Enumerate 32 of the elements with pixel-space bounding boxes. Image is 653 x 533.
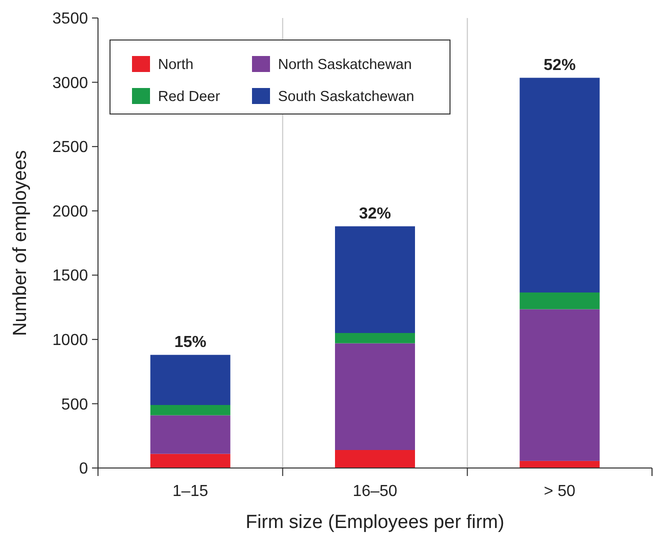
y-tick-label: 1000 xyxy=(52,332,88,350)
y-tick-label: 3000 xyxy=(52,74,88,92)
legend-label: South Saskatchewan xyxy=(278,89,414,106)
y-tick-label: 2000 xyxy=(52,203,88,220)
bar xyxy=(150,405,230,416)
y-tick-label: 3500 xyxy=(52,10,88,28)
x-axis-title: Firm size (Employees per firm) xyxy=(246,512,504,533)
y-tick-label: 1500 xyxy=(52,268,88,285)
bar xyxy=(150,415,230,454)
y-tick-label: 0 xyxy=(79,460,88,478)
legend-label: North xyxy=(158,57,194,74)
y-tick-label: 500 xyxy=(61,396,88,414)
x-tick-label: 1–15 xyxy=(172,483,208,500)
x-tick-label: 16–50 xyxy=(352,483,398,500)
annotation: 52% xyxy=(544,56,576,74)
bar xyxy=(150,454,230,468)
annotation: 32% xyxy=(358,205,392,222)
bar xyxy=(335,226,415,333)
annotation: 15% xyxy=(174,334,206,351)
bar xyxy=(520,309,600,461)
bar xyxy=(520,78,600,292)
x-tick-label: > 50 xyxy=(544,483,576,500)
bar xyxy=(520,292,600,310)
bar xyxy=(335,343,415,450)
y-axis-title: Number of employees xyxy=(10,150,31,336)
y-tick-label: 2500 xyxy=(52,139,88,156)
bar xyxy=(520,460,600,468)
bar xyxy=(335,450,415,468)
bar xyxy=(150,354,230,405)
legend-label: Red Deer xyxy=(158,89,220,106)
legend-label: North Saskatchewan xyxy=(278,57,412,74)
bar xyxy=(335,333,415,344)
